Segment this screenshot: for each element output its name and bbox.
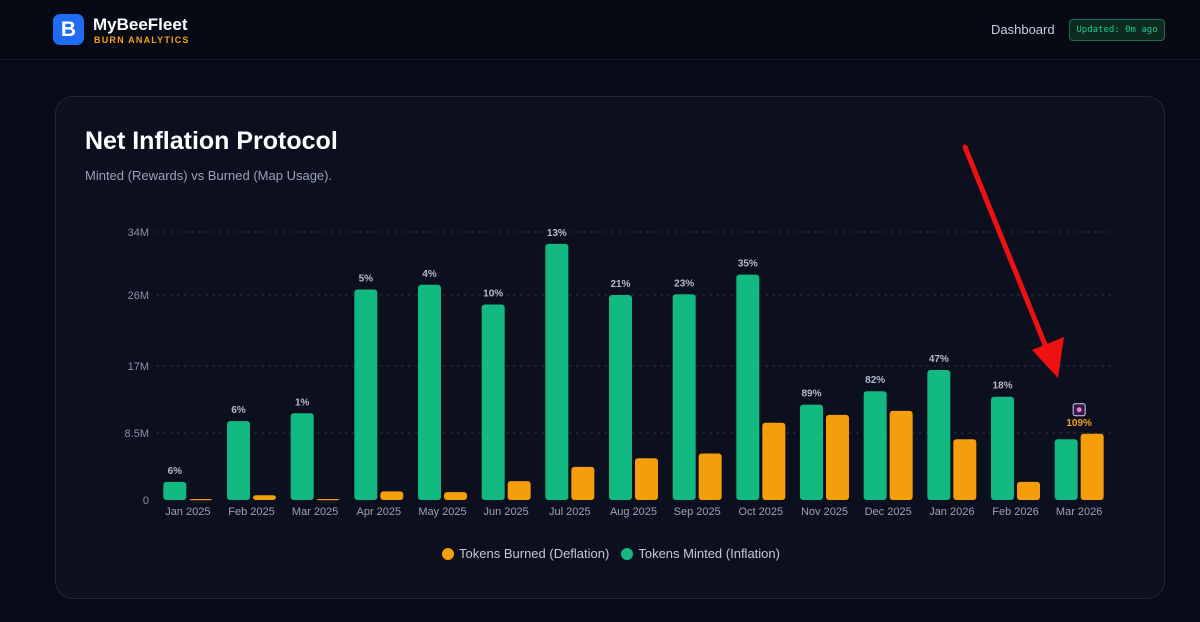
bar-burned[interactable] — [635, 458, 658, 500]
x-tick-label: Feb 2025 — [228, 506, 274, 518]
bar-minted[interactable] — [354, 289, 378, 500]
bar-burned[interactable] — [253, 495, 276, 500]
bar-burned[interactable] — [953, 439, 977, 500]
burn-ratio-label: 1% — [295, 397, 310, 408]
bar-minted[interactable] — [800, 404, 823, 500]
legend-label-minted: Tokens Minted (Inflation) — [638, 546, 780, 561]
bar-burned[interactable] — [889, 410, 913, 500]
bar-burned[interactable] — [1080, 433, 1104, 500]
bar-minted[interactable] — [163, 481, 187, 500]
x-tick-label: May 2025 — [418, 506, 466, 518]
x-tick-label: Jul 2025 — [549, 506, 591, 518]
bar-minted[interactable] — [736, 274, 760, 500]
burn-ratio-label: 13% — [547, 228, 567, 239]
burn-ratio-label: 18% — [992, 381, 1012, 392]
y-tick-label: 0 — [143, 495, 149, 507]
logo-icon[interactable]: B — [53, 14, 84, 45]
x-tick-label: Mar 2026 — [1056, 506, 1102, 518]
burn-ratio-label: 4% — [422, 269, 437, 280]
legend-item-minted[interactable]: Tokens Minted (Inflation) — [621, 546, 780, 561]
x-tick-label: Jan 2026 — [929, 506, 974, 518]
burn-ratio-label: 6% — [168, 466, 183, 477]
x-tick-label: Jan 2025 — [165, 506, 210, 518]
x-tick-label: Dec 2025 — [865, 506, 912, 518]
x-tick-label: Nov 2025 — [801, 506, 848, 518]
chart-legend: Tokens Burned (Deflation) Tokens Minted … — [56, 546, 1166, 561]
bar-burned[interactable] — [826, 414, 849, 500]
bar-minted[interactable] — [418, 284, 441, 500]
updated-status-badge: Updated: 0m ago — [1069, 19, 1165, 41]
burn-ratio-label: 82% — [865, 375, 885, 386]
burn-ratio-label: 109% — [1066, 418, 1092, 429]
bar-minted[interactable] — [545, 243, 569, 500]
x-tick-label: Aug 2025 — [610, 506, 657, 518]
legend-dot-burned — [442, 547, 455, 560]
x-tick-label: Jun 2025 — [484, 506, 529, 518]
chart-card: Net Inflation Protocol Minted (Rewards) … — [55, 96, 1165, 599]
burn-ratio-label: 47% — [929, 354, 949, 365]
brand-name[interactable]: MyBeeFleet — [93, 15, 188, 34]
burn-ratio-label: 10% — [483, 289, 503, 300]
y-tick-label: 34M — [128, 227, 149, 239]
bar-burned[interactable] — [762, 422, 786, 500]
top-bar: B MyBeeFleet BURN ANALYTICS Dashboard Up… — [0, 0, 1200, 60]
x-tick-label: Feb 2026 — [992, 506, 1038, 518]
nav-dashboard-link[interactable]: Dashboard — [991, 22, 1055, 37]
x-tick-label: Apr 2025 — [357, 506, 402, 518]
burn-ratio-label: 89% — [801, 389, 821, 400]
bar-minted[interactable] — [290, 413, 314, 500]
brand-subtitle: BURN ANALYTICS — [94, 35, 190, 45]
legend-item-burned[interactable]: Tokens Burned (Deflation) — [442, 546, 609, 561]
x-tick-label: Oct 2025 — [739, 506, 784, 518]
burn-ratio-label: 35% — [738, 259, 758, 270]
y-tick-label: 8.5M — [125, 428, 149, 440]
y-tick-label: 17M — [128, 361, 149, 373]
bar-burned[interactable] — [444, 492, 467, 500]
chart-title: Net Inflation Protocol — [85, 127, 338, 155]
bar-burned[interactable] — [698, 453, 722, 500]
bar-minted[interactable] — [991, 396, 1014, 500]
bar-burned[interactable] — [507, 481, 531, 500]
bar-burned[interactable] — [380, 491, 404, 500]
bar-minted[interactable] — [1054, 439, 1078, 500]
bar-minted[interactable] — [227, 421, 250, 500]
bar-burned[interactable] — [316, 499, 340, 501]
bar-burned[interactable] — [1017, 481, 1040, 500]
chart-subtitle: Minted (Rewards) vs Burned (Map Usage). — [85, 168, 333, 183]
burn-ratio-label: 23% — [674, 278, 694, 289]
bar-chart: 0 8.5M 17M 26M 34M Jan 2025 6% Feb 2025 6% Mar 20… — [125, 227, 1111, 518]
bar-minted[interactable] — [863, 391, 887, 500]
legend-label-burned: Tokens Burned (Deflation) — [459, 546, 610, 561]
legend-dot-minted — [621, 547, 634, 560]
sparkle-icon-core — [1076, 407, 1082, 413]
burn-ratio-label: 6% — [231, 405, 246, 416]
x-tick-label: Sep 2025 — [674, 506, 721, 518]
bar-minted[interactable] — [672, 294, 696, 500]
bar-minted[interactable] — [609, 295, 632, 500]
bar-minted[interactable] — [481, 304, 505, 500]
bar-burned[interactable] — [571, 466, 595, 500]
bar-minted[interactable] — [927, 369, 951, 500]
bar-burned[interactable] — [189, 499, 213, 501]
burn-ratio-label: 5% — [359, 274, 374, 285]
x-tick-label: Mar 2025 — [292, 506, 338, 518]
y-tick-label: 26M — [128, 290, 149, 302]
burn-ratio-label: 21% — [610, 279, 630, 290]
